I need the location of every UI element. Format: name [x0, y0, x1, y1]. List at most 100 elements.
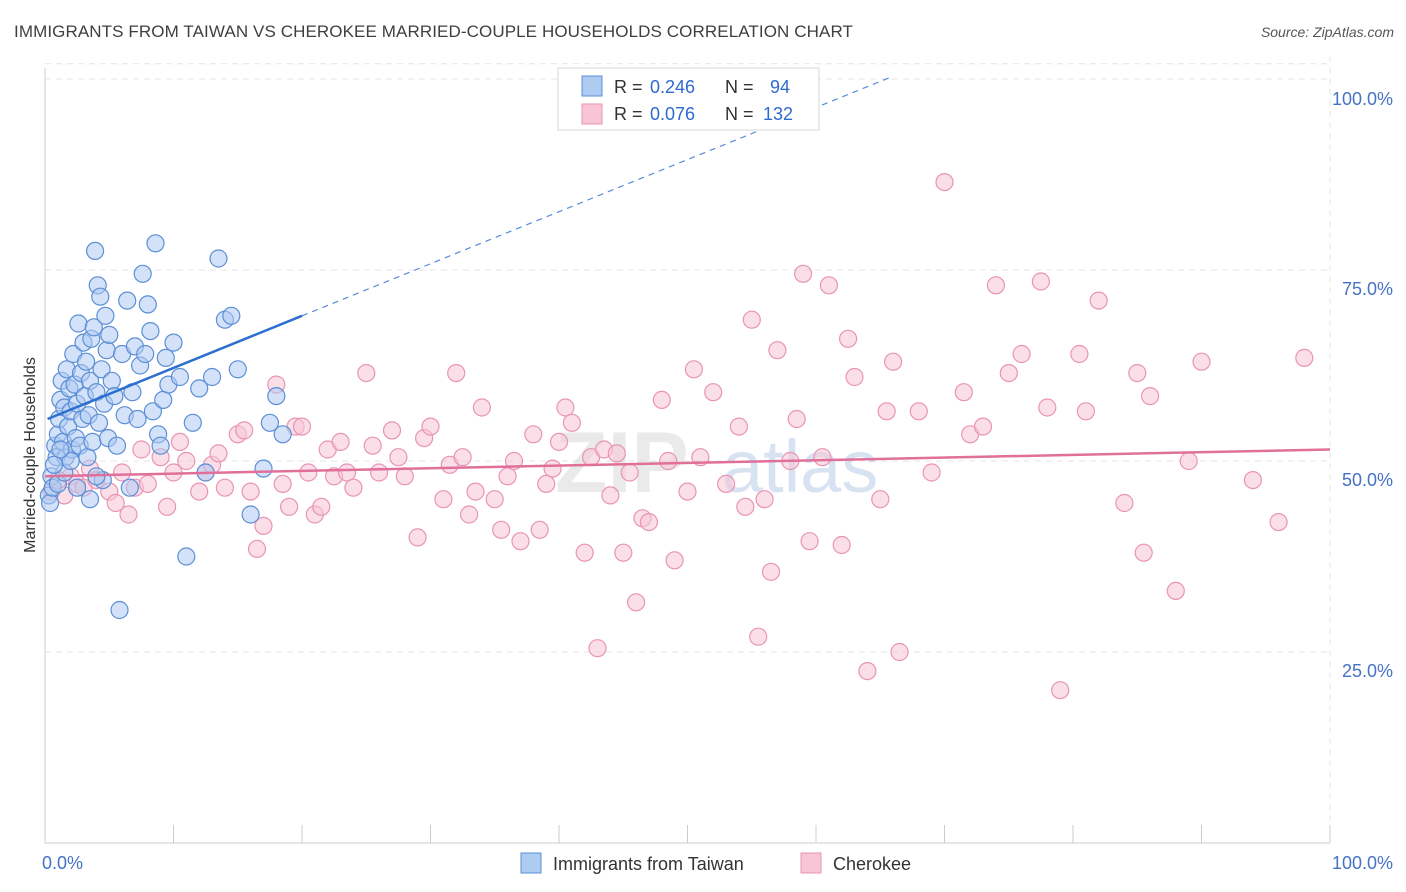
taiwan-point [92, 360, 111, 379]
taiwan-point [156, 348, 175, 367]
cherokee-point [890, 642, 909, 662]
cherokee-point [1166, 581, 1185, 601]
taiwan-point [146, 234, 165, 253]
cherokee-point [832, 535, 851, 555]
cherokee-point [729, 417, 749, 436]
taiwan-point [241, 505, 260, 524]
cherokee-point [935, 173, 954, 192]
taiwan-point [118, 291, 137, 310]
taiwan-point [67, 478, 87, 497]
taiwan-point [164, 333, 183, 352]
cherokee-point [556, 398, 575, 417]
taiwan-point [89, 413, 109, 432]
cherokee-point [973, 417, 993, 436]
cherokee-point [460, 505, 479, 524]
taiwan-point [69, 314, 88, 333]
taiwan-points [39, 234, 292, 620]
legend-r-cherokee: 0.076 [650, 104, 695, 124]
cherokee-point [761, 562, 781, 581]
cherokee-point [1070, 344, 1089, 364]
taiwan-point [51, 440, 70, 459]
cherokee-point [749, 627, 768, 646]
y-tick-label-25: 25.0% [1342, 661, 1393, 681]
cherokee-point [312, 497, 331, 516]
taiwan-point [107, 436, 127, 455]
legend-r-label-taiwan: R = [614, 77, 643, 97]
taiwan-point [154, 390, 173, 409]
cherokee-point [395, 467, 414, 486]
taiwan-point [183, 413, 202, 432]
legend-box: R = 0.246 N = 94 R = 0.076 N = 132 [557, 67, 820, 131]
bottom-legend-swatch-taiwan [520, 852, 542, 874]
bottom-legend-swatch-cherokee [800, 852, 822, 874]
cherokee-point [768, 341, 787, 360]
taiwan-point [128, 409, 147, 429]
cherokee-point [716, 474, 736, 493]
cherokee-point [909, 402, 928, 421]
legend-n-label-taiwan: N = [725, 77, 754, 97]
cherokee-point [524, 425, 543, 444]
taiwan-point [44, 455, 64, 474]
cherokee-point [793, 264, 813, 283]
cherokee-point [382, 421, 402, 440]
cherokee-point [736, 497, 755, 516]
y-axis-title: Married-couple Households [22, 357, 39, 553]
cherokee-point [511, 532, 530, 551]
cherokee-point [537, 474, 556, 493]
cherokee-point [344, 478, 363, 497]
cherokee-point [871, 490, 890, 509]
cherokee-point [215, 478, 234, 497]
taiwan-point [209, 249, 228, 268]
taiwan-point [133, 264, 152, 283]
cherokee-point [704, 383, 723, 402]
taiwan-point [254, 459, 273, 478]
cherokee-point [112, 463, 132, 482]
taiwan-point [138, 295, 157, 314]
cherokee-point [241, 482, 260, 501]
taiwan-point [76, 352, 96, 371]
taiwan-point [85, 241, 105, 260]
cherokee-point [209, 444, 228, 463]
taiwan-point [100, 325, 119, 344]
taiwan-trend-line [47, 314, 303, 421]
cherokee-point [254, 516, 273, 536]
taiwan-point [83, 432, 102, 451]
taiwan-point [170, 367, 189, 387]
cherokee-point [858, 661, 877, 681]
cherokee-point [447, 364, 466, 383]
taiwan-point [177, 547, 196, 566]
cherokee-point [421, 417, 440, 436]
cherokee-point [299, 463, 318, 482]
y-tick-label-75: 75.0% [1342, 279, 1393, 299]
cherokee-point [999, 364, 1018, 383]
cherokee-point [607, 444, 626, 463]
taiwan-point [203, 367, 222, 387]
cherokee-point [954, 383, 973, 402]
taiwan-point [91, 287, 110, 306]
legend-swatch-taiwan [581, 75, 603, 97]
cherokee-point [800, 532, 819, 551]
legend-r-label-cherokee: R = [614, 104, 643, 124]
watermark-atlas: atlas [722, 425, 878, 508]
cherokee-point [684, 360, 704, 379]
cherokee-point [575, 543, 594, 562]
cherokee-point [498, 467, 517, 486]
taiwan-point [228, 360, 247, 379]
cherokee-point [158, 497, 177, 516]
cherokee-point [620, 463, 639, 482]
cherokee-point [787, 409, 806, 429]
taiwan-point [84, 318, 103, 337]
cherokee-point [659, 451, 678, 471]
taiwan-point [136, 344, 155, 364]
taiwan-point [273, 425, 292, 444]
taiwan-point [102, 371, 121, 390]
cherokee-point [466, 482, 485, 501]
cherokee-point [292, 417, 312, 436]
cherokee-point [119, 505, 138, 524]
cherokee-point [106, 493, 125, 513]
taiwan-point [190, 379, 209, 398]
cherokee-point [389, 448, 408, 467]
taiwan-point [120, 478, 139, 497]
watermark: ZIP atlas [555, 415, 878, 511]
